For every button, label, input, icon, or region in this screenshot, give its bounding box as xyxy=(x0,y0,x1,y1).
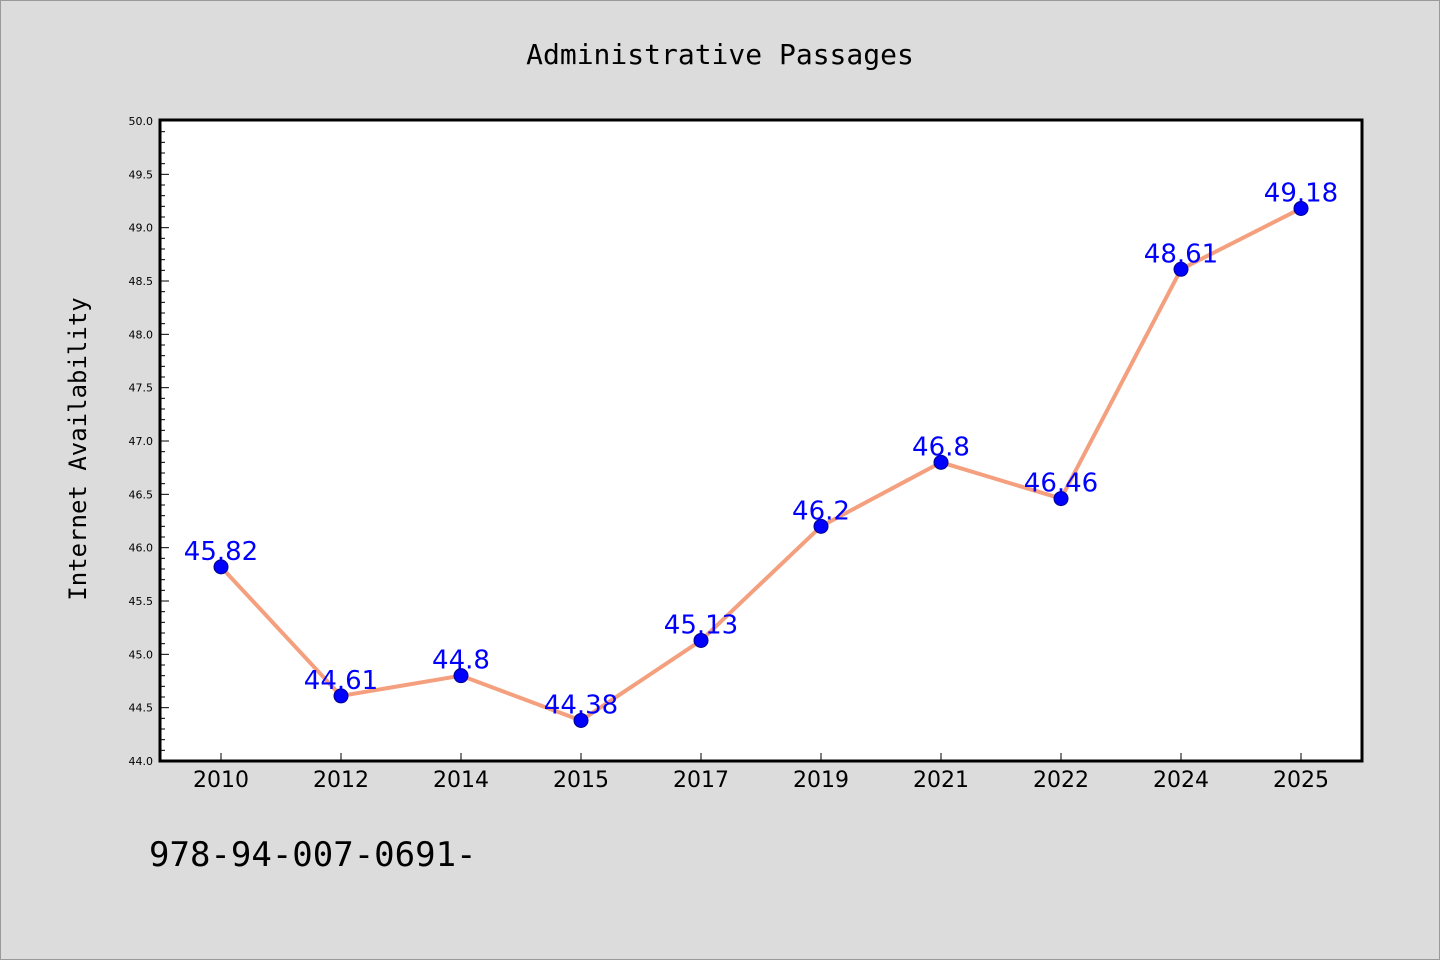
x-tick-label: 2024 xyxy=(1153,768,1209,793)
data-point xyxy=(813,518,829,534)
y-tick-label: 46.0 xyxy=(129,542,154,555)
x-tick-label: 2025 xyxy=(1273,768,1329,793)
data-point xyxy=(453,668,469,684)
y-tick-label: 50.0 xyxy=(129,115,154,128)
data-point xyxy=(1293,200,1309,216)
y-axis-label: Internet Availability xyxy=(64,297,92,600)
x-tick-label: 2019 xyxy=(793,768,849,793)
data-point xyxy=(213,559,229,575)
y-tick-label: 44.5 xyxy=(129,702,154,715)
data-point xyxy=(1053,491,1069,507)
y-tick-label: 47.0 xyxy=(129,435,154,448)
x-tick-label: 2021 xyxy=(913,768,969,793)
x-tick-label: 2017 xyxy=(673,768,729,793)
data-label: 46.46 xyxy=(1024,469,1098,499)
data-label: 45.82 xyxy=(184,537,258,567)
data-point xyxy=(933,454,949,470)
y-tick-label: 49.5 xyxy=(129,168,154,181)
x-tick-label: 2022 xyxy=(1033,768,1089,793)
x-tick-label: 2014 xyxy=(433,768,489,793)
x-tick-label: 2015 xyxy=(553,768,609,793)
data-label: 49.18 xyxy=(1264,178,1338,208)
data-point xyxy=(333,688,349,704)
data-label: 44.8 xyxy=(432,646,490,676)
series-line xyxy=(219,206,1303,723)
data-label: 44.61 xyxy=(304,666,378,696)
data-label: 46.2 xyxy=(792,496,850,526)
data-label: 48.61 xyxy=(1144,239,1218,269)
y-tick-label: 49.0 xyxy=(129,222,154,235)
data-label: 45.13 xyxy=(664,610,738,640)
y-tick-label: 47.5 xyxy=(129,382,154,395)
y-tick-label: 48.5 xyxy=(129,275,154,288)
data-point xyxy=(1173,261,1189,277)
y-tick-label: 44.0 xyxy=(129,755,154,768)
data-point xyxy=(573,712,589,728)
y-tick-label: 46.5 xyxy=(129,488,154,501)
y-tick-label: 48.0 xyxy=(129,328,154,341)
data-label: 44.38 xyxy=(544,690,618,720)
plot-area xyxy=(158,118,1364,763)
y-tick-label: 45.0 xyxy=(129,648,154,661)
x-axis: 2010 2012 2014 2015 2017 2019 2021 2022 2024 2025 xyxy=(193,753,1329,793)
y-tick-label: 45.5 xyxy=(129,595,154,608)
x-tick-label: 2010 xyxy=(193,768,249,793)
data-label: 46.8 xyxy=(912,432,970,462)
x-tick-label: 2012 xyxy=(313,768,369,793)
y-axis: 44.0 44.5 45.0 45.5 46.0 46.5 47.0 47.5 48.0 48.5… xyxy=(129,115,169,768)
data-point xyxy=(693,632,709,648)
footer-code: 978-94-007-0691- xyxy=(149,835,477,875)
series-layer: 45.82 44.61 44.8 44.38 45.13 46.2 46.8 46.46 48.… xyxy=(184,178,1338,728)
chart-title: Administrative Passages xyxy=(526,38,914,71)
